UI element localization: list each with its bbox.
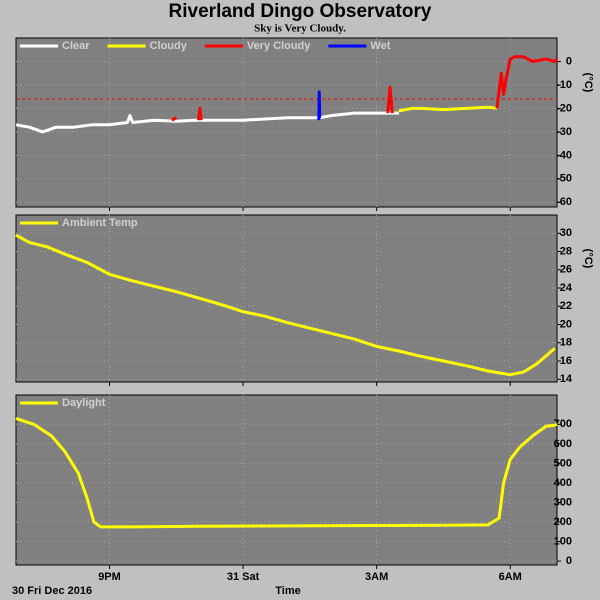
y-tick-label: -50 bbox=[556, 173, 572, 185]
y-tick-label: 24 bbox=[560, 282, 573, 294]
legend-label: Daylight bbox=[62, 397, 106, 409]
y-tick-label: 300 bbox=[554, 496, 572, 508]
y-tick-label: 0 bbox=[566, 55, 572, 67]
y-tick-label: 400 bbox=[554, 477, 572, 489]
y-tick-label: 26 bbox=[560, 264, 572, 276]
y-tick-label: -10 bbox=[556, 79, 572, 91]
y-tick-label: -20 bbox=[556, 102, 572, 114]
series-line bbox=[317, 90, 322, 121]
series-line bbox=[15, 233, 556, 377]
y-axis-label: (°C) bbox=[582, 249, 594, 269]
x-tick-label: 31 Sat bbox=[227, 571, 260, 583]
x-tick-label: 3AM bbox=[365, 571, 388, 583]
x-tick-label: 6AM bbox=[499, 571, 522, 583]
y-tick-label: 28 bbox=[560, 245, 572, 257]
series-line bbox=[171, 55, 559, 122]
y-axis-label: (°C) bbox=[582, 73, 594, 93]
chart-title: Riverland Dingo Observatory bbox=[169, 1, 432, 22]
legend-label: Cloudy bbox=[150, 40, 188, 52]
legend-label: Clear bbox=[62, 40, 90, 52]
series-line bbox=[15, 111, 399, 134]
chart-subtitle: Sky is Very Cloudy. bbox=[254, 23, 346, 35]
legend-label: Very Cloudy bbox=[247, 40, 311, 52]
panel bbox=[15, 394, 558, 566]
y-tick-label: -60 bbox=[556, 196, 572, 208]
y-tick-label: 22 bbox=[560, 300, 572, 312]
y-tick-label: 600 bbox=[554, 438, 572, 450]
y-tick-label: 100 bbox=[554, 535, 572, 547]
y-tick-label: 200 bbox=[554, 516, 572, 528]
y-tick-label: 14 bbox=[560, 373, 573, 385]
y-tick-label: -40 bbox=[556, 149, 572, 161]
panel bbox=[15, 214, 558, 383]
x-tick-label: 9PM bbox=[98, 571, 121, 583]
legend-label: Ambient Temp bbox=[62, 217, 138, 229]
x-axis-label: Time bbox=[275, 585, 300, 597]
series-line bbox=[15, 416, 558, 529]
y-tick-label: -30 bbox=[556, 126, 572, 138]
y-tick-label: 0 bbox=[566, 555, 572, 567]
series-line bbox=[398, 105, 498, 113]
y-tick-label: 30 bbox=[560, 227, 572, 239]
legend-label: Wet bbox=[370, 40, 390, 52]
y-tick-label: 18 bbox=[560, 337, 572, 349]
y-tick-label: 20 bbox=[560, 318, 572, 330]
y-tick-label: 700 bbox=[554, 418, 572, 430]
y-tick-label: 16 bbox=[560, 355, 572, 367]
y-tick-label: 500 bbox=[554, 457, 572, 469]
panel bbox=[15, 37, 558, 208]
date-annotation: 30 Fri Dec 2016 bbox=[12, 585, 92, 597]
